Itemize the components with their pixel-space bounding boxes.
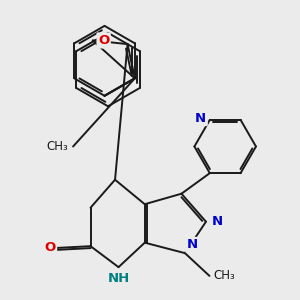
Text: O: O	[98, 34, 109, 47]
Text: CH₃: CH₃	[213, 269, 235, 282]
Text: NH: NH	[107, 272, 130, 285]
Text: N: N	[195, 112, 206, 124]
Text: N: N	[212, 215, 224, 228]
Text: CH₃: CH₃	[46, 140, 68, 153]
Text: O: O	[44, 242, 56, 254]
Text: N: N	[187, 238, 198, 251]
